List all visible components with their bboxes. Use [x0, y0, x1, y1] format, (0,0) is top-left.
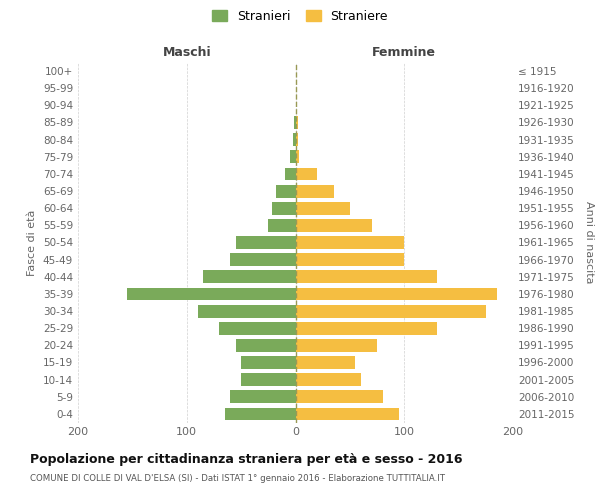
Bar — [296, 150, 299, 163]
Bar — [296, 304, 486, 318]
Bar — [230, 390, 296, 403]
Bar — [272, 202, 296, 214]
Bar — [236, 339, 296, 352]
Bar — [296, 133, 298, 146]
Bar — [296, 322, 437, 334]
Bar — [296, 356, 355, 369]
Bar — [268, 219, 296, 232]
Bar — [296, 219, 371, 232]
Bar — [296, 253, 404, 266]
Bar — [197, 304, 296, 318]
Bar — [296, 408, 399, 420]
Y-axis label: Anni di nascita: Anni di nascita — [584, 201, 594, 284]
Bar — [203, 270, 296, 283]
Text: Popolazione per cittadinanza straniera per età e sesso - 2016: Popolazione per cittadinanza straniera p… — [30, 452, 463, 466]
Bar — [296, 288, 497, 300]
Bar — [276, 184, 296, 198]
Bar — [296, 373, 361, 386]
Y-axis label: Fasce di età: Fasce di età — [28, 210, 37, 276]
Legend: Stranieri, Straniere: Stranieri, Straniere — [208, 6, 392, 26]
Bar — [241, 356, 296, 369]
Bar — [296, 184, 334, 198]
Bar — [293, 133, 296, 146]
Bar — [284, 168, 296, 180]
Text: COMUNE DI COLLE DI VAL D'ELSA (SI) - Dati ISTAT 1° gennaio 2016 - Elaborazione T: COMUNE DI COLLE DI VAL D'ELSA (SI) - Dat… — [30, 474, 445, 483]
Bar — [296, 390, 383, 403]
Bar — [225, 408, 296, 420]
Bar — [296, 116, 298, 129]
Bar — [295, 116, 296, 129]
Bar — [296, 270, 437, 283]
Bar — [236, 236, 296, 249]
Bar — [230, 253, 296, 266]
Bar — [296, 202, 350, 214]
Bar — [290, 150, 296, 163]
Bar — [241, 373, 296, 386]
Bar — [296, 339, 377, 352]
Bar — [296, 168, 317, 180]
Bar — [220, 322, 296, 334]
Text: Maschi: Maschi — [163, 46, 211, 59]
Text: Femmine: Femmine — [372, 46, 436, 59]
Bar — [127, 288, 296, 300]
Bar — [296, 236, 404, 249]
